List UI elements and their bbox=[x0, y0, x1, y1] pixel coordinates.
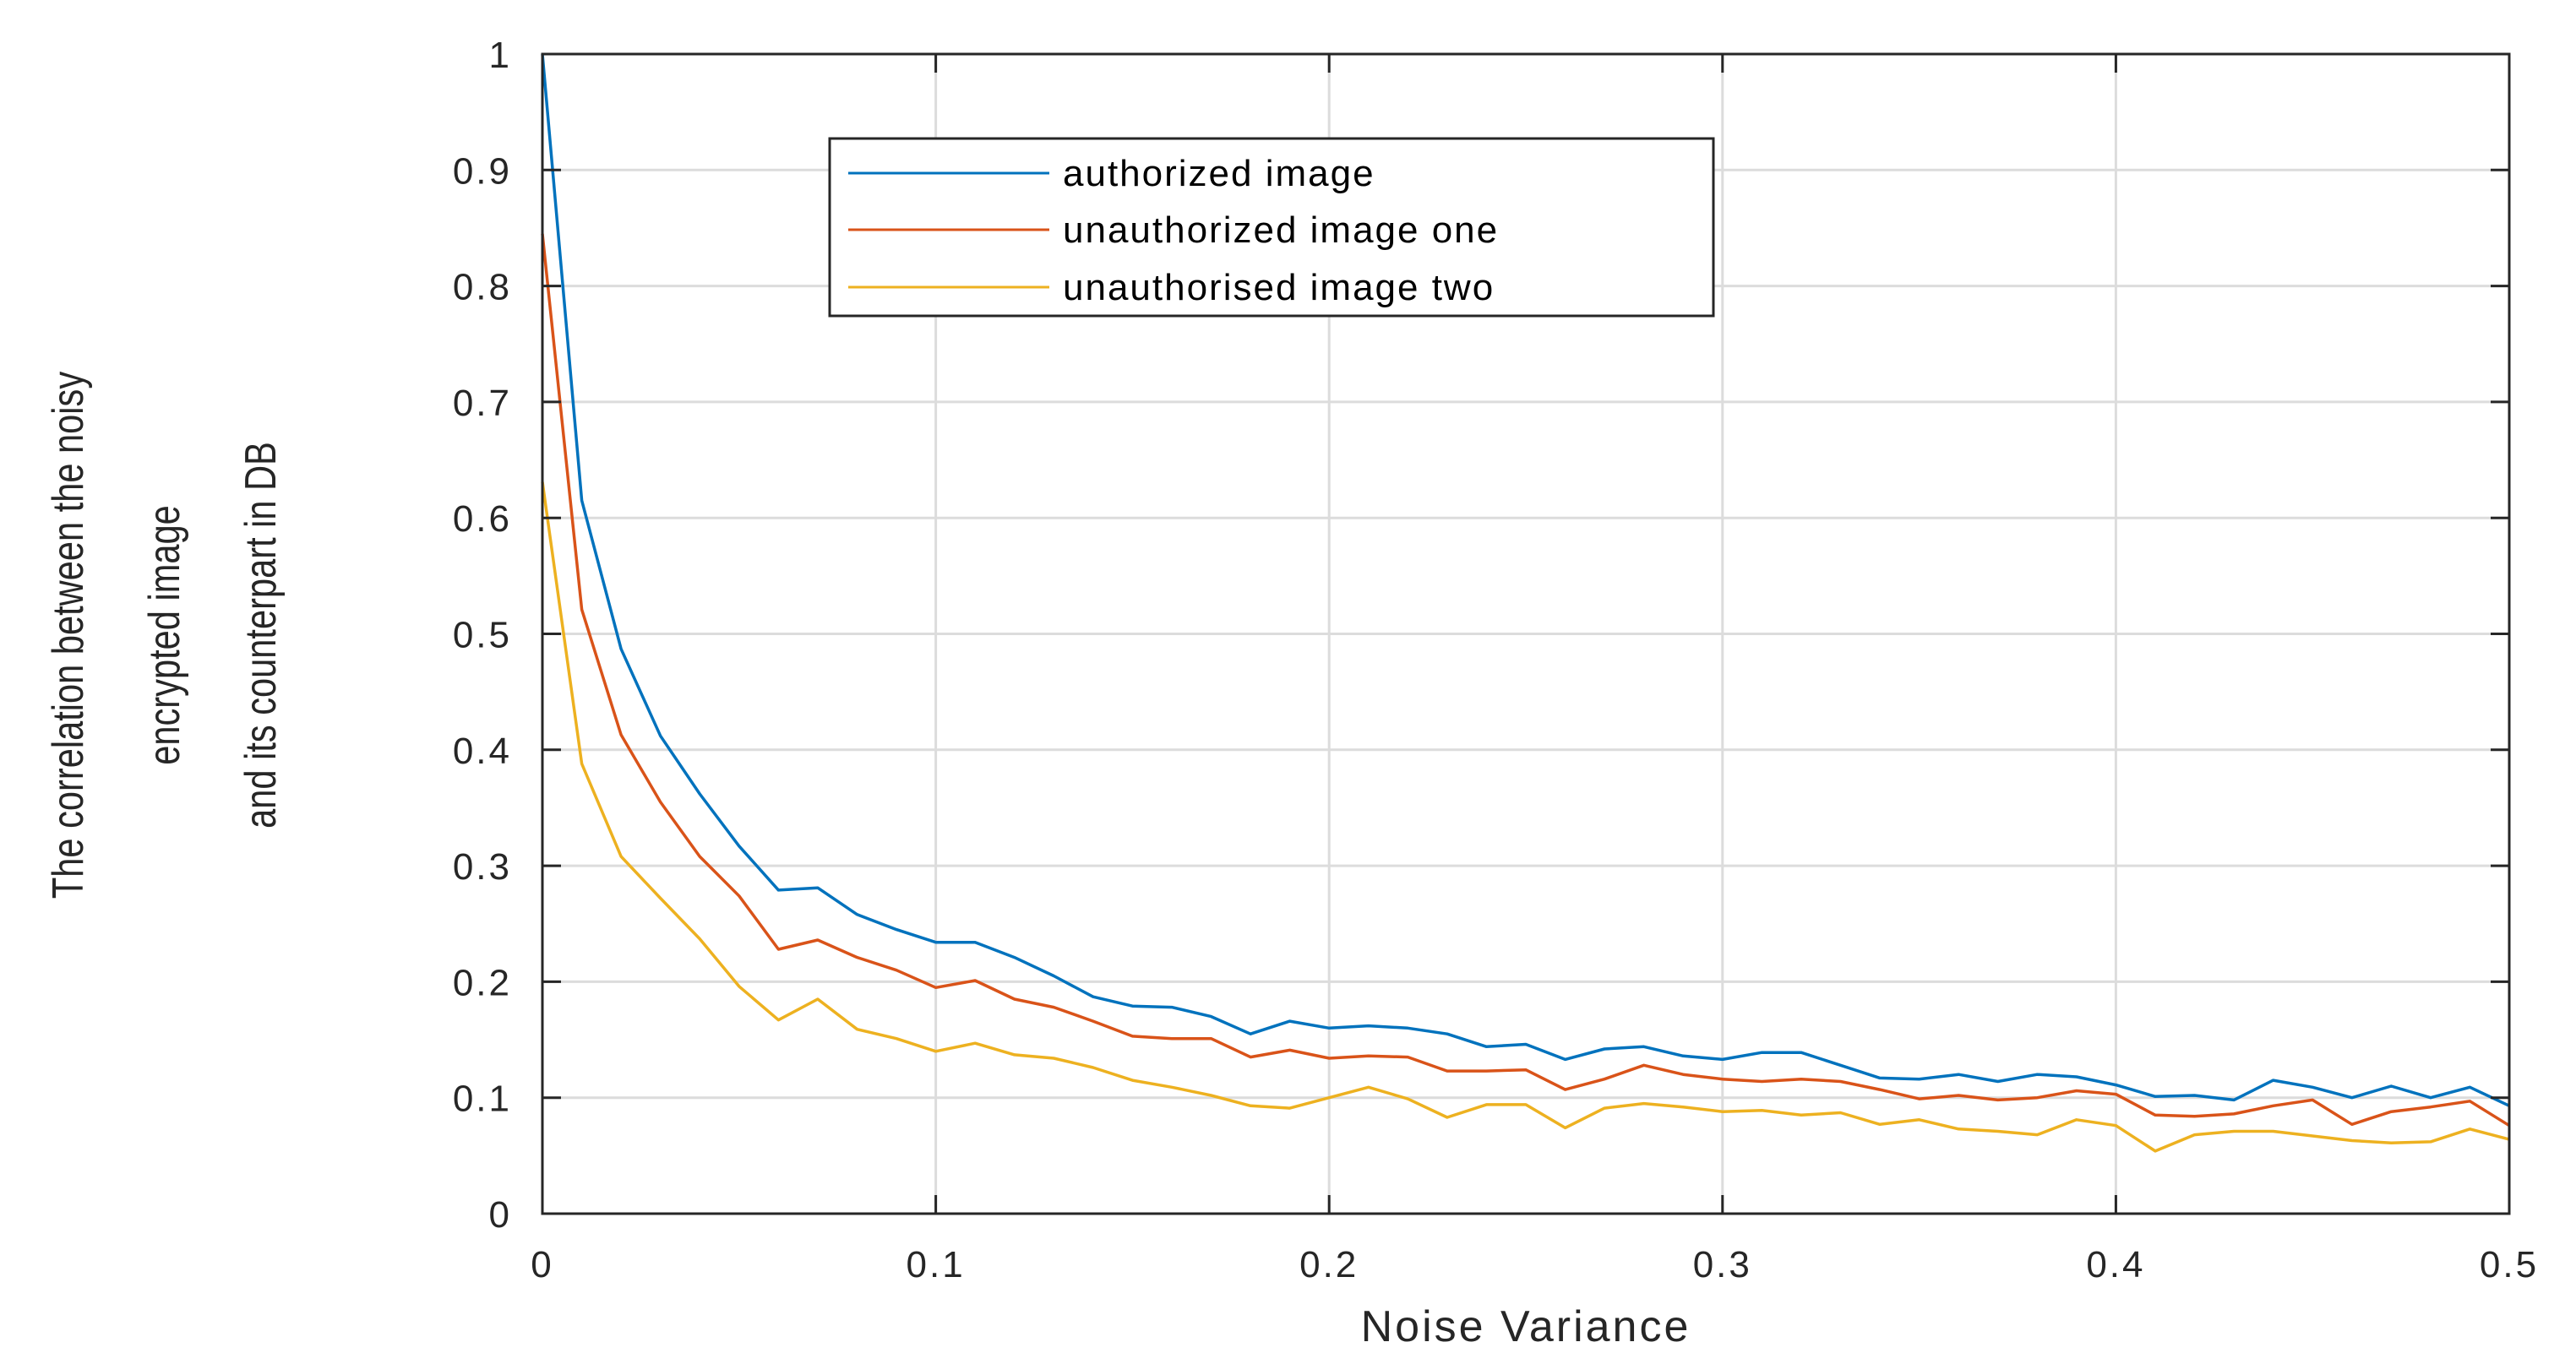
legend: authorized image unauthorized image one … bbox=[828, 137, 1715, 318]
x-tick-labels: 0 0.1 0.2 0.3 0.4 0.5 bbox=[531, 1244, 2539, 1285]
y-tick-label: 0.8 bbox=[453, 267, 512, 308]
ticks bbox=[541, 52, 2511, 1215]
y-tick-label: 0.7 bbox=[453, 383, 512, 424]
x-tick-label: 0.4 bbox=[2086, 1244, 2145, 1285]
legend-label-unauthorised-two: unauthorised image two bbox=[1063, 267, 1495, 308]
y-tick-label: 0.3 bbox=[453, 846, 512, 888]
y-tick-label: 0.1 bbox=[453, 1079, 512, 1120]
y-axis-title-line-2: encrypted image bbox=[139, 505, 189, 764]
series-line-1 bbox=[541, 53, 2510, 1107]
x-tick-label: 0.3 bbox=[1693, 1244, 1752, 1285]
y-tick-label: 0.4 bbox=[453, 731, 512, 772]
x-axis-title: Noise Variance bbox=[1361, 1302, 1691, 1351]
y-tick-label: 0.9 bbox=[453, 150, 512, 192]
y-tick-label: 1 bbox=[489, 35, 512, 76]
x-tick-label: 0.1 bbox=[907, 1244, 966, 1285]
series-group bbox=[541, 53, 2510, 1153]
y-axis-title-line-3: and its counterpart in DB bbox=[236, 442, 286, 829]
y-axis-title-line-1: The correlation between the noisy bbox=[43, 371, 93, 899]
x-tick-label: 0.5 bbox=[2480, 1244, 2539, 1285]
x-tick-label: 0 bbox=[531, 1244, 553, 1285]
legend-label-authorized: authorized image bbox=[1063, 153, 1375, 194]
x-tick-label: 0.2 bbox=[1299, 1244, 1359, 1285]
y-tick-label: 0.5 bbox=[453, 615, 512, 656]
series-line-2 bbox=[541, 233, 2510, 1128]
y-tick-label: 0.6 bbox=[453, 498, 512, 540]
y-tick-labels: 0 0.1 0.2 0.3 0.4 0.5 0.6 0.7 0.8 0.9 1 bbox=[453, 35, 512, 1236]
legend-label-unauthorized-one: unauthorized image one bbox=[1063, 209, 1499, 251]
y-axis-title: The correlation between the noisy encryp… bbox=[43, 371, 286, 899]
y-tick-label: 0 bbox=[489, 1194, 512, 1236]
y-tick-label: 0.2 bbox=[453, 962, 512, 1003]
series-line-3 bbox=[541, 481, 2510, 1153]
